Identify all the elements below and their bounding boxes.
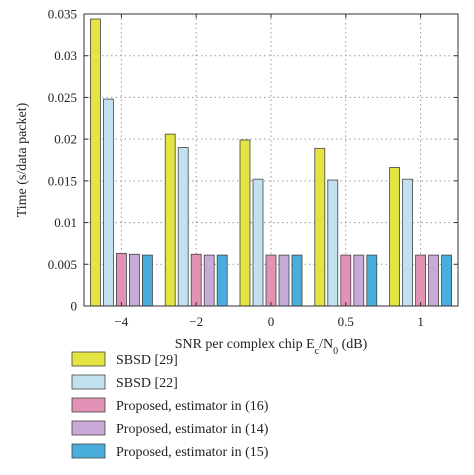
bar — [415, 254, 427, 307]
x-axis-label-sub-0: 0 — [333, 346, 338, 357]
bar — [164, 133, 176, 307]
bar — [278, 254, 290, 307]
x-axis-label-end: (dB) — [338, 337, 368, 352]
legend-label: Proposed, estimator in (14) — [116, 422, 269, 437]
x-axis-ticks: −4 −2 0 0.5 1 — [114, 14, 424, 329]
x-axis-label: SNR per complex chip Ec/N0 (dB) — [175, 337, 368, 357]
x-axis-label-mid: /N — [319, 337, 333, 352]
legend: SBSD [29] SBSD [22] Proposed, estimator in… — [71, 351, 269, 460]
x-tick-label: −4 — [114, 314, 128, 329]
bar — [177, 147, 189, 307]
bar — [265, 254, 277, 307]
y-tick-label: 0.01 — [54, 215, 77, 230]
legend-label: Proposed, estimator in (16) — [116, 399, 269, 414]
bar — [402, 178, 414, 307]
bar — [353, 254, 365, 307]
legend-label: Proposed, estimator in (15) — [116, 445, 269, 460]
y-tick-label: 0.015 — [48, 173, 77, 188]
legend-swatch — [71, 374, 106, 390]
bar — [90, 18, 101, 307]
bar — [441, 254, 453, 307]
bar — [340, 254, 352, 307]
y-tick-label: 0.03 — [54, 48, 77, 63]
y-axis-label: Time (s/data packet) — [15, 102, 30, 217]
bar — [291, 254, 303, 307]
bar — [103, 98, 114, 307]
legend-swatch — [71, 397, 106, 413]
y-tick-label: 0 — [71, 299, 78, 314]
y-tick-label: 0.005 — [48, 257, 77, 272]
legend-label: SBSD [22] — [116, 376, 178, 391]
x-axis-label-sub-c: c — [315, 346, 320, 357]
bar — [190, 253, 202, 307]
x-tick-label: 0.5 — [338, 314, 354, 329]
bar — [141, 254, 153, 307]
x-tick-label: 1 — [417, 314, 424, 329]
bar — [389, 167, 401, 307]
bar — [366, 254, 378, 307]
bar — [314, 147, 326, 307]
x-tick-label: −2 — [189, 314, 203, 329]
bar — [252, 178, 264, 307]
legend-label: SBSD [29] — [116, 353, 178, 368]
legend-swatch — [71, 351, 106, 367]
bar — [128, 253, 140, 307]
x-axis-label-main: SNR per complex chip E — [175, 337, 315, 352]
bar — [239, 139, 251, 307]
legend-swatch — [71, 420, 106, 436]
bar — [116, 253, 127, 307]
bar — [327, 179, 339, 307]
legend-swatch — [71, 443, 106, 459]
y-tick-label: 0.035 — [48, 7, 77, 22]
bar — [203, 254, 215, 307]
y-tick-label: 0.02 — [54, 132, 77, 147]
bar — [216, 254, 228, 307]
bar — [428, 254, 440, 307]
y-tick-label: 0.025 — [48, 90, 77, 105]
x-tick-label: 0 — [268, 314, 275, 329]
y-axis-ticks: 0 0.005 0.01 0.015 0.02 0.025 0.03 0.035 — [48, 7, 458, 314]
